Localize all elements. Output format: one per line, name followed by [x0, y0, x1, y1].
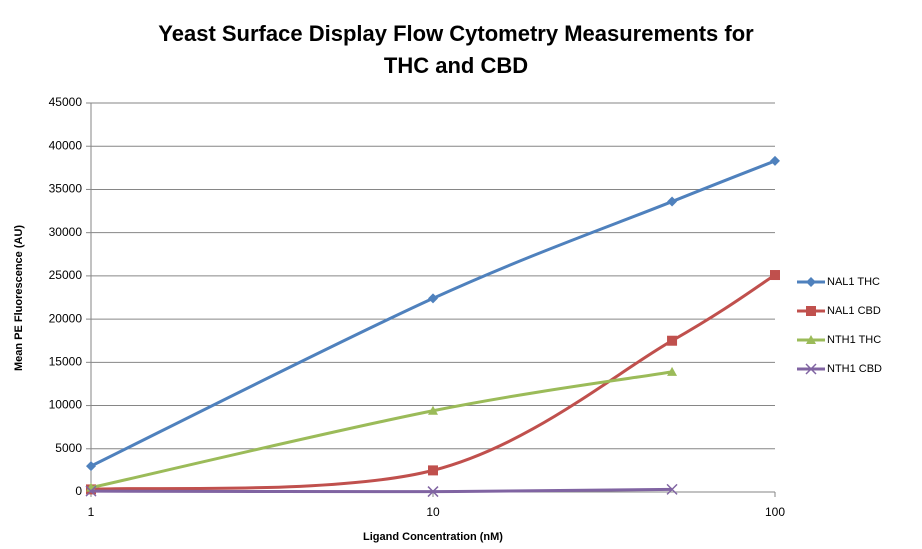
y-tick-label: 0 [75, 484, 82, 498]
y-tick-label: 30000 [49, 225, 83, 239]
legend-marker [806, 277, 816, 287]
marker [770, 155, 780, 166]
marker [427, 486, 439, 498]
legend-label: NAL1 CBD [827, 305, 881, 317]
series-line [90, 159, 776, 468]
legend-marker [805, 363, 817, 375]
series-line [90, 487, 673, 494]
series-line [90, 370, 673, 490]
marker [667, 335, 678, 346]
legend-label: NTH1 THC [827, 334, 881, 346]
series-line [90, 273, 776, 491]
marker [428, 465, 438, 476]
marker [86, 461, 96, 472]
legend-label: NAL1 THC [827, 276, 880, 288]
legend-marker [806, 335, 816, 344]
marker [428, 293, 438, 304]
y-tick-label: 15000 [49, 355, 83, 369]
legend-marker [806, 306, 816, 316]
x-tick-label: 10 [426, 505, 440, 519]
chart-title: Yeast Surface Display Flow Cytometry Mea… [158, 21, 754, 78]
y-tick-label: 40000 [49, 138, 83, 152]
y-tick-label: 5000 [55, 441, 82, 455]
y-axis-title: Mean PE Fluorescence (AU) [13, 225, 25, 371]
marker [428, 405, 438, 415]
y-tick-label: 10000 [49, 398, 83, 412]
x-tick-label: 100 [765, 505, 785, 519]
marker [667, 366, 678, 376]
marker [85, 485, 97, 497]
x-axis-title: Ligand Concentration (nM) [363, 531, 503, 543]
y-tick-label: 25000 [49, 268, 83, 282]
x-tick-label: 1 [88, 505, 95, 519]
marker [667, 196, 678, 207]
legend-label: NTH1 CBD [827, 363, 882, 375]
marker [770, 270, 780, 281]
y-tick-label: 35000 [49, 182, 83, 196]
y-tick-label: 20000 [49, 311, 83, 325]
y-tick-label: 45000 [49, 95, 83, 109]
marker [666, 483, 678, 495]
